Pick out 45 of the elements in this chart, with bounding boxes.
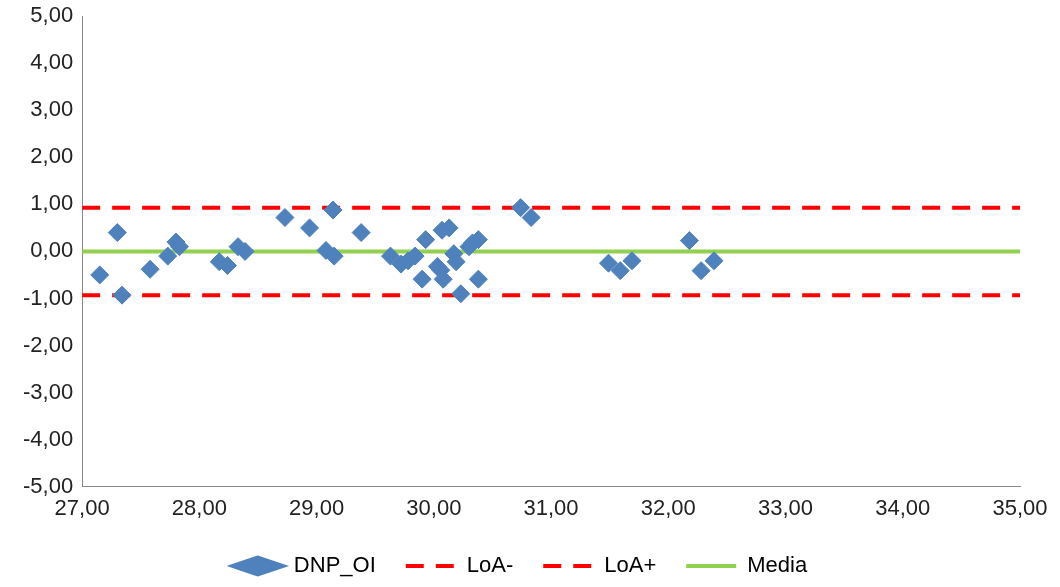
x-tick-label: 33,00: [758, 494, 814, 520]
point: [158, 246, 178, 266]
point: [380, 246, 400, 266]
y-tick-label: -4,00: [22, 425, 74, 451]
point: [451, 284, 471, 304]
legend-label: DNP_OI: [293, 552, 376, 578]
y-tick-label: 4,00: [30, 49, 74, 75]
x-tick-label: 28,00: [171, 494, 227, 520]
y-tick-label: -2,00: [22, 331, 74, 357]
point: [521, 208, 541, 228]
y-tick-label: 0,00: [30, 237, 74, 263]
x-tick-label: 35,00: [992, 494, 1048, 520]
point: [511, 198, 531, 218]
point: [140, 259, 160, 279]
point: [679, 231, 699, 251]
point: [412, 269, 432, 289]
y-tick-label: 5,00: [30, 2, 74, 28]
point: [351, 223, 371, 243]
point: [275, 208, 295, 228]
point: [599, 253, 619, 273]
legend-label: LoA+: [604, 552, 657, 578]
point: [112, 285, 132, 305]
x-tick-label: 31,00: [523, 494, 579, 520]
point: [610, 261, 630, 281]
point: [323, 200, 343, 220]
x-tick-label: 30,00: [406, 494, 462, 520]
point: [300, 218, 320, 238]
point: [324, 246, 344, 266]
y-tick-label: -3,00: [22, 378, 74, 404]
y-tick-label: 2,00: [30, 143, 74, 169]
point: [622, 251, 642, 271]
point: [90, 265, 110, 285]
x-tick-label: 32,00: [640, 494, 696, 520]
x-tick-label: 34,00: [875, 494, 931, 520]
point: [468, 269, 488, 289]
legend-label: LoA-: [466, 552, 514, 578]
point: [691, 261, 711, 281]
legend-label: Media: [747, 552, 808, 578]
point: [704, 251, 724, 271]
point: [416, 230, 436, 250]
y-tick-label: 3,00: [30, 96, 74, 122]
y-tick-label: -1,00: [22, 284, 74, 310]
y-tick-label: 1,00: [30, 190, 74, 216]
x-tick-label: 29,00: [289, 494, 345, 520]
point: [107, 223, 127, 243]
